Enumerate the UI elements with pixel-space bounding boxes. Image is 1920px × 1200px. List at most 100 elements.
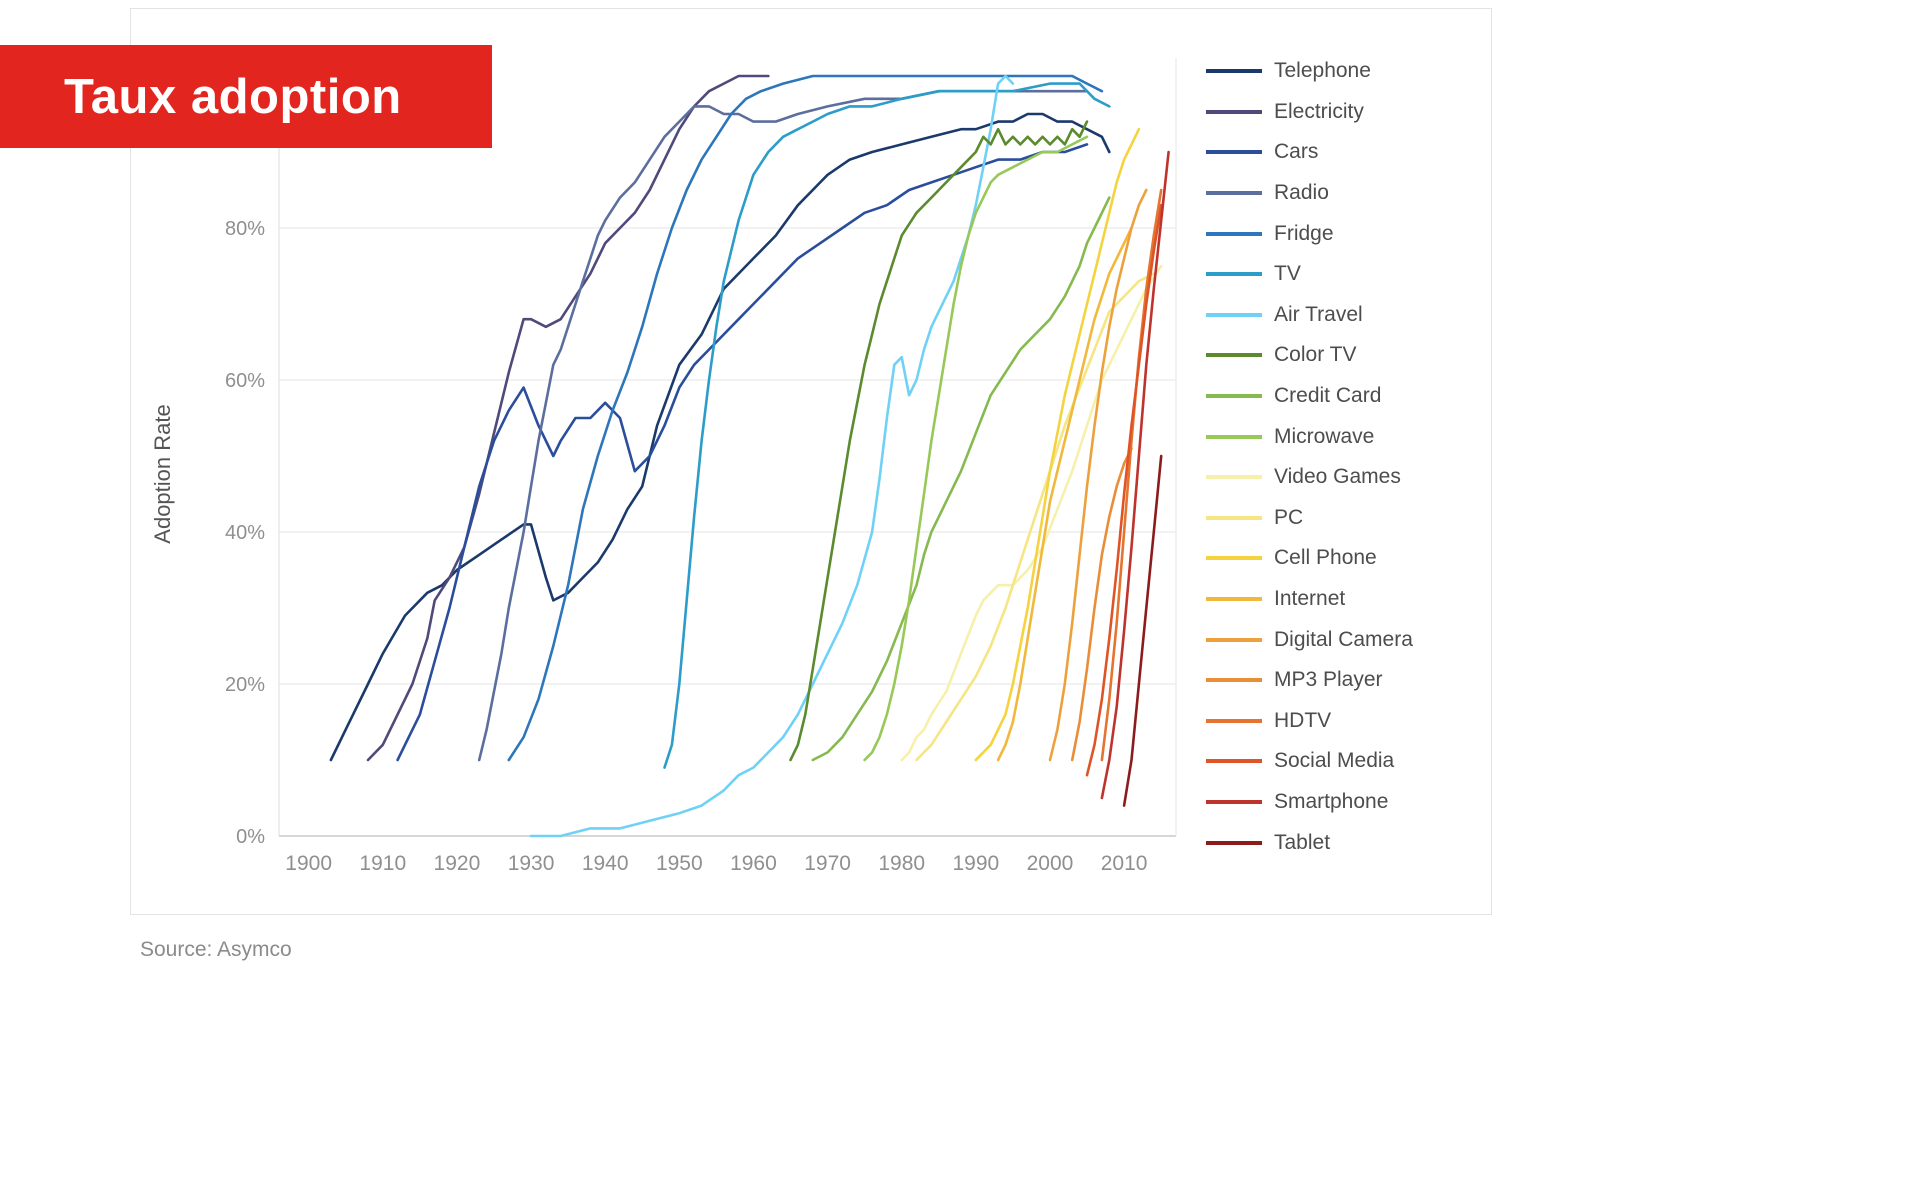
series-line-air-travel (529, 74, 1015, 838)
series-line-tv (663, 82, 1111, 769)
legend-label-hdtv: HDTV (1274, 708, 1332, 732)
chart-card: Adoption Rate 0% 20% 40% 60% 80% 1900 1910 1920… (130, 8, 1492, 915)
legend-item-credit-card: Credit Card (1206, 376, 1491, 417)
x-tick-label: 1930 (508, 852, 555, 875)
legend-item-video-games: Video Games (1206, 457, 1491, 498)
legend-label-internet: Internet (1274, 587, 1346, 611)
legend-label-video-games: Video Games (1274, 465, 1401, 489)
legend-item-hdtv: HDTV (1206, 701, 1491, 742)
legend-item-pc: PC (1206, 498, 1491, 539)
series-line-tablet (1122, 454, 1163, 807)
legend-swatch-cell-phone (1206, 556, 1262, 561)
title-banner: Taux adoption (0, 45, 492, 148)
legend-label-digital-camera: Digital Camera (1274, 627, 1413, 651)
legend-label-tv: TV (1274, 262, 1301, 286)
series-line-mp3-player (1070, 447, 1133, 762)
legend-item-radio: Radio (1206, 173, 1491, 214)
legend-label-color-tv: Color TV (1274, 343, 1357, 367)
legend-item-social-media: Social Media (1206, 741, 1491, 782)
y-tick-label: 80% (225, 218, 265, 240)
series-line-internet (996, 226, 1133, 762)
legend-label-credit-card: Credit Card (1274, 384, 1382, 408)
series-line-credit-card (811, 196, 1111, 762)
legend-item-cars: Cars (1206, 132, 1491, 173)
legend-item-tv: TV (1206, 254, 1491, 295)
legend-label-electricity: Electricity (1274, 99, 1364, 123)
legend-swatch-pc (1206, 515, 1262, 520)
legend-label-tablet: Tablet (1274, 830, 1331, 854)
legend-label-fridge: Fridge (1274, 221, 1334, 245)
legend-swatch-tv (1206, 272, 1262, 277)
legend-swatch-radio (1206, 191, 1262, 196)
adoption-chart: 0% 20% 40% 60% 80% 1900 1910 1920 1930 1940 1950 19… (225, 58, 1177, 875)
legend-swatch-smartphone (1206, 799, 1262, 804)
y-tick-label: 60% (225, 370, 265, 392)
legend-swatch-color-tv (1206, 353, 1262, 358)
legend-swatch-microwave (1206, 434, 1262, 439)
series-line-hdtv (1100, 188, 1163, 762)
x-tick-label: 1940 (582, 852, 629, 875)
legend-item-electricity: Electricity (1206, 92, 1491, 133)
legend-swatch-hdtv (1206, 718, 1262, 723)
legend-label-radio: Radio (1274, 181, 1329, 205)
legend-swatch-tablet (1206, 840, 1262, 845)
legend-label-cars: Cars (1274, 140, 1319, 164)
source-caption: Source: Asymco (140, 938, 292, 961)
x-tick-label: 1920 (434, 852, 481, 875)
legend-swatch-cars (1206, 150, 1262, 155)
series-line-cell-phone (974, 127, 1141, 762)
legend-swatch-mp3-player (1206, 678, 1262, 683)
y-tick-label: 20% (225, 674, 265, 696)
x-tick-label: 1960 (730, 852, 777, 875)
y-tick-label: 40% (225, 522, 265, 544)
series-line-electricity (366, 74, 770, 762)
series-line-fridge (507, 74, 1104, 762)
legend-item-microwave: Microwave (1206, 416, 1491, 457)
legend-item-tablet: Tablet (1206, 822, 1491, 863)
legend-item-fridge: Fridge (1206, 213, 1491, 254)
x-tick-label: 1970 (804, 852, 851, 875)
x-tick-label: 2000 (1027, 852, 1074, 875)
series-line-social-media (1085, 203, 1163, 777)
legend-swatch-air-travel (1206, 312, 1262, 317)
legend-item-smartphone: Smartphone (1206, 782, 1491, 823)
legend-item-mp3-player: MP3 Player (1206, 660, 1491, 701)
legend-swatch-video-games (1206, 475, 1262, 480)
legend-item-air-travel: Air Travel (1206, 295, 1491, 336)
x-tick-label: 1910 (359, 852, 406, 875)
legend-label-microwave: Microwave (1274, 424, 1375, 448)
legend-label-cell-phone: Cell Phone (1274, 546, 1377, 570)
legend-label-air-travel: Air Travel (1274, 302, 1363, 326)
banner-title: Taux adoption (64, 69, 402, 124)
x-tick-label: 1980 (878, 852, 925, 875)
x-tick-label: 1990 (952, 852, 999, 875)
legend-swatch-credit-card (1206, 394, 1262, 399)
series-line-cars (396, 143, 1089, 762)
series-line-telephone (329, 112, 1111, 762)
legend-swatch-digital-camera (1206, 637, 1262, 642)
x-tick-label: 2010 (1101, 852, 1148, 875)
series-line-digital-camera (1048, 188, 1148, 762)
legend-swatch-internet (1206, 597, 1262, 602)
legend-swatch-social-media (1206, 759, 1262, 764)
legend-item-digital-camera: Digital Camera (1206, 619, 1491, 660)
legend-label-social-media: Social Media (1274, 749, 1395, 773)
legend-item-color-tv: Color TV (1206, 335, 1491, 376)
series-line-microwave (863, 135, 1089, 762)
legend-label-smartphone: Smartphone (1274, 789, 1389, 813)
legend-swatch-telephone (1206, 69, 1262, 74)
legend-item-telephone: Telephone (1206, 51, 1491, 92)
y-tick-label: 0% (236, 826, 265, 848)
legend-label-telephone: Telephone (1274, 59, 1371, 83)
x-tick-label: 1950 (656, 852, 703, 875)
legend-item-internet: Internet (1206, 579, 1491, 620)
chart-legend: Telephone Electricity Cars Radio Fridge TV Air… (1206, 51, 1491, 863)
series-line-color-tv (789, 120, 1089, 762)
legend-swatch-electricity (1206, 109, 1262, 114)
series-line-radio (477, 89, 1089, 762)
series-line-video-games (900, 264, 1163, 762)
legend-item-cell-phone: Cell Phone (1206, 538, 1491, 579)
legend-label-mp3-player: MP3 Player (1274, 668, 1383, 692)
x-tick-label: 1900 (285, 852, 332, 875)
legend-swatch-fridge (1206, 231, 1262, 236)
